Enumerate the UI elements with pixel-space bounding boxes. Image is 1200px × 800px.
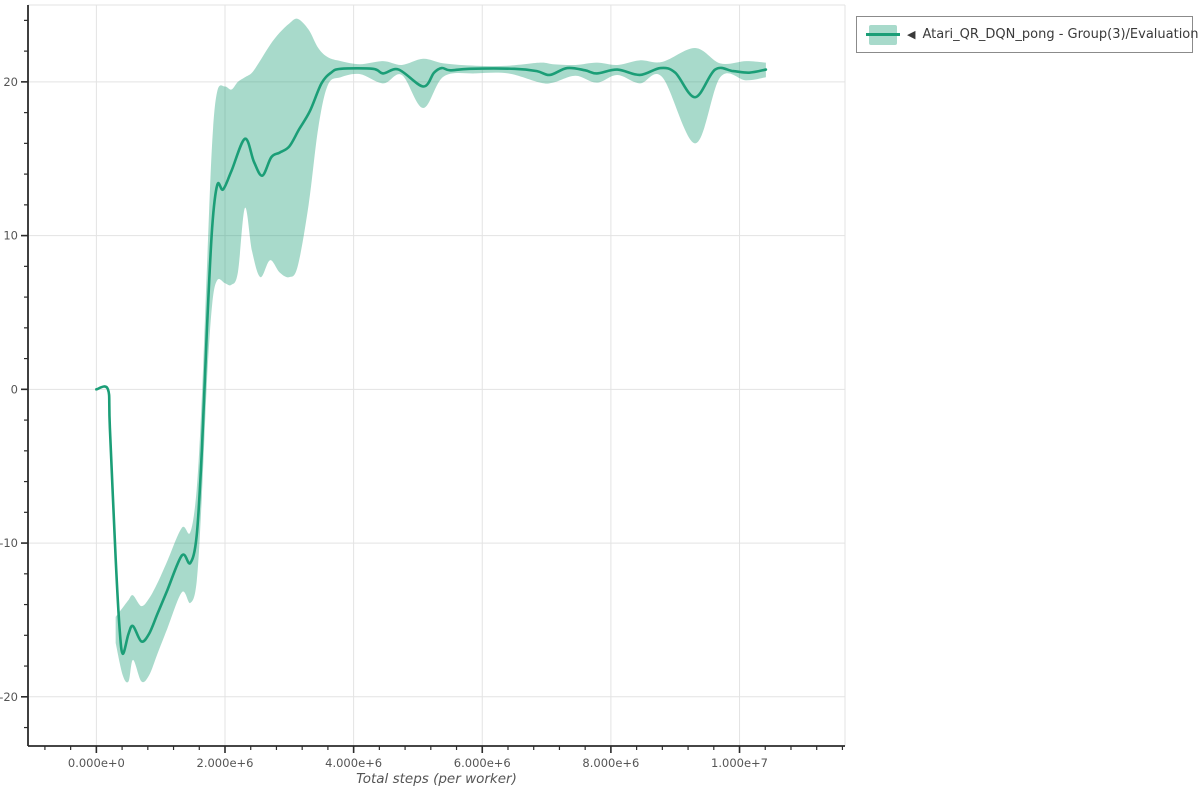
y-tick-label: -10 [0,536,18,550]
x-axis-title: Total steps (per worker) [356,771,517,787]
y-tick-label: 0 [11,382,18,396]
collapse-triangle-icon[interactable]: ◀ [907,28,916,41]
legend-line-swatch [866,33,900,36]
x-tick-label: 4.000e+6 [325,756,382,770]
mean-line [95,66,768,656]
x-tick-label: 1.000e+7 [711,756,768,770]
x-tick-label: 2.000e+6 [197,756,254,770]
legend-swatch-icon [866,24,900,45]
x-tick-label: 6.000e+6 [454,756,511,770]
legend[interactable]: ◀ Atari_QR_DQN_pong - Group(3)/Evaluatio… [856,16,1200,53]
x-tick-label: 0.000e+0 [68,756,125,770]
y-tick-label: 10 [3,229,18,243]
x-tick-label: 8.000e+6 [582,756,639,770]
y-tick-label: 20 [3,75,18,89]
confidence-band [115,18,766,683]
legend-series-label: Atari_QR_DQN_pong - Group(3)/Evaluation … [922,27,1200,42]
y-tick-label: -20 [0,690,18,704]
